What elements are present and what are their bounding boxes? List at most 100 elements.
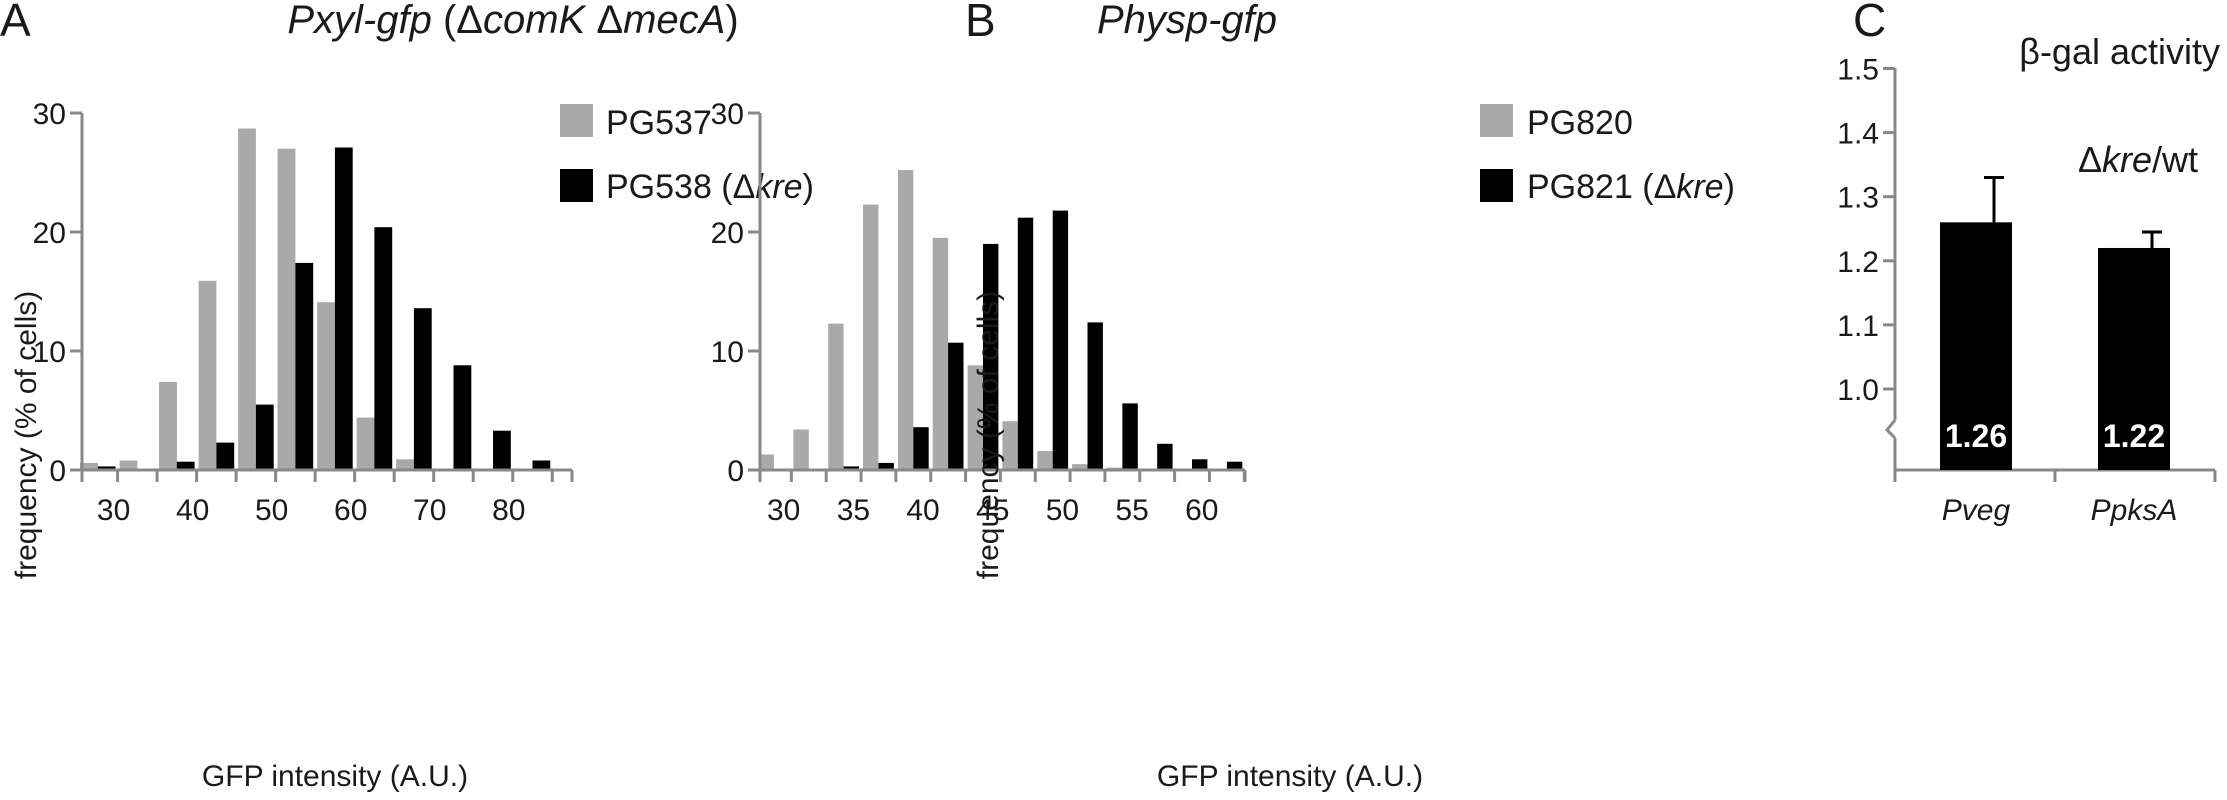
black-bar-34.3 [843, 466, 859, 470]
gray-bar-46.8 [1002, 421, 1018, 470]
panel-a-title: Pxyl-gfp (ΔcomK ΔmecA) [287, 0, 738, 42]
x-tick-label: 50 [1046, 494, 1079, 527]
gray-bar-53 [277, 148, 296, 470]
panel-b: B Physp-gfp 0 10 20 30 30 35 40 45 50 55 60 PG820 … [711, 0, 1735, 793]
gray-bar-33 [119, 460, 138, 470]
x-tick-label: 60 [1185, 494, 1218, 527]
black-bar-44.3 [983, 243, 999, 470]
gray-bar-58 [317, 302, 335, 470]
axis-break-mark [1884, 419, 1897, 440]
x-tick-label: 40 [906, 494, 939, 527]
panel-b-letter: B [965, 0, 996, 46]
gray-bar-68 [396, 459, 414, 470]
panel-c-title: β-gal activity [2019, 31, 2220, 72]
panel-a-y-axis-label: frequency (% of cells) [10, 291, 43, 579]
x-tick-label: 80 [492, 494, 525, 527]
panel-a-legend: PG537 PG538 (Δkre) [560, 104, 814, 206]
panel-a-plot: 0 10 20 30 30 40 50 60 70 80 [33, 98, 574, 527]
y-tick-label: 20 [711, 217, 744, 250]
legend-label-pg820: PG820 [1527, 104, 1633, 142]
black-bar-56.8 [1157, 443, 1173, 470]
gray-bar-39.3 [897, 170, 914, 470]
category-label: PpksA [2091, 494, 2178, 527]
black-bar-59.3 [1192, 459, 1208, 470]
y-tick-label: 0 [727, 455, 744, 488]
legend-label-pg537: PG537 [606, 104, 712, 142]
gray-bar-63 [356, 417, 375, 470]
x-tick-label: 45 [976, 494, 1009, 527]
category-label: Pveg [1942, 494, 2011, 527]
black-bar-49.3 [1052, 210, 1069, 470]
gray-bar-29.3 [758, 454, 774, 470]
gray-bar-44.3 [967, 365, 983, 470]
c-y-tick-label: 1.5 [1837, 54, 1879, 87]
c-bar-Pveg [1940, 222, 2012, 470]
gray-bar-43 [198, 280, 217, 470]
panel-c-letter: C [1853, 0, 1886, 46]
black-bar-53 [295, 262, 314, 470]
y-tick-label: 30 [33, 98, 66, 131]
panel-a-letter: A [0, 0, 31, 46]
panel-c: C β-gal activity Δkre/wt 1.0 1.1 1.2 1.3 1.4… [1837, 0, 2220, 527]
black-bar-78 [493, 430, 511, 470]
bar-value-label: 1.22 [2103, 418, 2165, 454]
gray-bar-49.3 [1037, 451, 1053, 470]
bar-value-label: 1.26 [1945, 418, 2007, 454]
black-bar-63 [374, 227, 393, 470]
panel-a: A Pxyl-gfp (ΔcomK ΔmecA) 0 10 20 30 30 40 50 60… [0, 0, 814, 793]
y-tick-label: 20 [33, 217, 66, 250]
black-bar-36.8 [878, 462, 894, 470]
legend-swatch-black [560, 169, 593, 202]
panel-b-y-axis-label: frequency (% of cells) [972, 291, 1005, 579]
black-bar-61.8 [1226, 461, 1243, 470]
c-bar-PpksA [2098, 247, 2170, 470]
panel-b-title: Physp-gfp [1097, 0, 1277, 42]
x-tick-label: 60 [334, 494, 367, 527]
gray-bar-48 [238, 128, 256, 470]
x-tick-label: 30 [97, 494, 130, 527]
panel-b-plot: 0 10 20 30 30 35 40 45 50 55 60 [711, 98, 1247, 527]
black-bar-48 [255, 404, 274, 470]
gray-bar-41.8 [932, 237, 949, 470]
legend-label-pg538: PG538 (Δkre) [606, 168, 814, 206]
c-y-tick-label: 1.0 [1837, 374, 1879, 407]
c-y-tick-label: 1.1 [1837, 310, 1879, 343]
c-y-tick-label: 1.4 [1837, 118, 1879, 151]
black-bar-83 [532, 460, 551, 470]
legend-swatch-gray [1480, 104, 1513, 137]
black-bar-41.8 [948, 342, 964, 470]
black-bar-39.3 [913, 427, 929, 470]
x-tick-label: 40 [176, 494, 209, 527]
legend-swatch-black [1480, 169, 1513, 202]
panel-b-legend: PG820 PG821 (Δkre) [1480, 104, 1735, 206]
gray-bar-31.8 [793, 429, 809, 470]
y-tick-label: 30 [711, 98, 744, 131]
gray-bar-28 [80, 462, 98, 470]
gray-bar-34.3 [828, 323, 844, 470]
black-bar-43 [216, 442, 235, 470]
panel-b-x-axis-label: GFP intensity (A.U.) [1157, 760, 1423, 793]
black-bar-58 [334, 147, 353, 470]
legend-label-pg821: PG821 (Δkre) [1527, 168, 1735, 206]
y-tick-label: 10 [711, 336, 744, 369]
black-bar-51.8 [1087, 322, 1103, 470]
x-tick-label: 30 [767, 494, 800, 527]
x-tick-label: 55 [1115, 494, 1148, 527]
black-bar-46.8 [1017, 217, 1034, 470]
gray-bar-51.8 [1072, 464, 1088, 470]
y-tick-label: 10 [33, 336, 66, 369]
x-tick-label: 35 [837, 494, 870, 527]
black-bar-28 [97, 466, 116, 470]
legend-swatch-gray [560, 104, 593, 137]
gray-bar-38 [159, 381, 177, 470]
black-bar-54.3 [1122, 403, 1138, 470]
black-bar-38 [176, 461, 195, 470]
panel-a-x-axis-label: GFP intensity (A.U.) [202, 760, 468, 793]
c-y-tick-label: 1.3 [1837, 182, 1879, 215]
gray-bar-36.8 [863, 204, 879, 470]
panel-c-plot: 1.0 1.1 1.2 1.3 1.4 1.5 1.26 Pveg 1.22 PpksA [1837, 54, 2217, 527]
black-bar-68 [413, 308, 432, 470]
c-y-tick-label: 1.2 [1837, 246, 1879, 279]
panel-c-subtitle: Δkre/wt [2078, 139, 2198, 180]
